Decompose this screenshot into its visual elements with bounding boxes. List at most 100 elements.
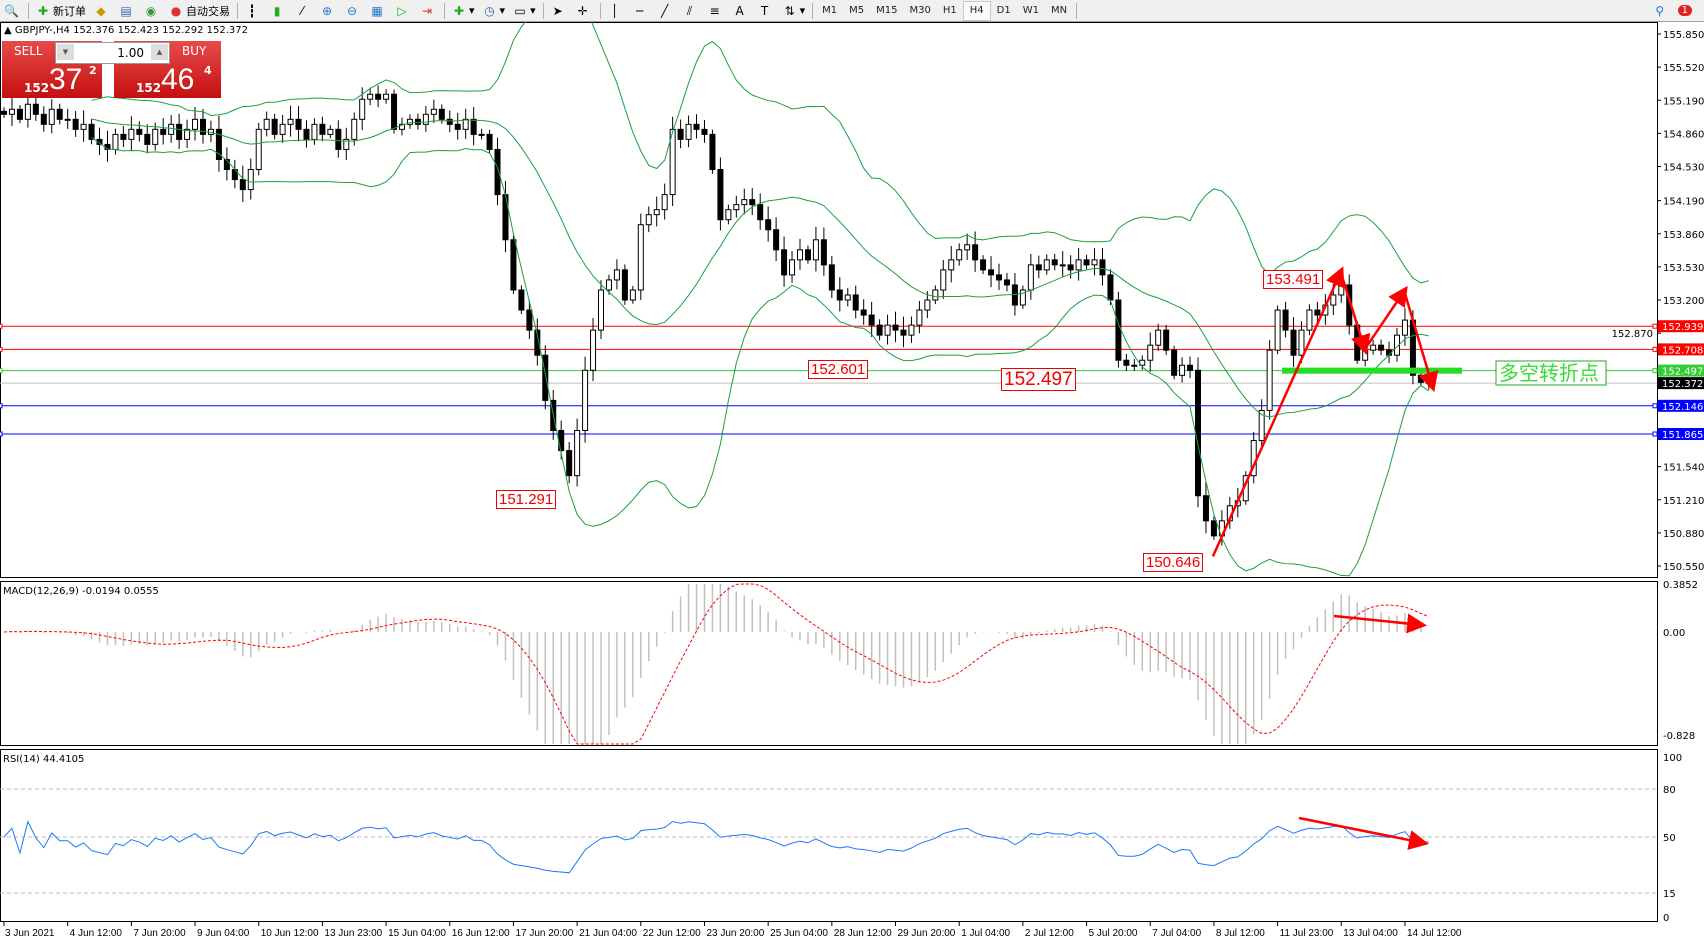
time-label: 7 Jun 20:00 xyxy=(133,928,186,937)
trendline-icon[interactable]: ╱ xyxy=(660,3,669,18)
bull-candle xyxy=(192,118,199,130)
search-icon[interactable]: ⚲ xyxy=(1655,3,1665,18)
turning-point-label: 多空转折点 xyxy=(1499,361,1599,385)
timeframe-mn[interactable]: MN xyxy=(1050,4,1068,16)
zoom-in-icon[interactable]: ⊕ xyxy=(321,3,333,18)
bull-candle xyxy=(1075,259,1082,271)
price-tick-label: 154.190 xyxy=(1663,197,1704,208)
timeframe-h1[interactable]: H1 xyxy=(942,4,957,16)
timeframe-m15[interactable]: M15 xyxy=(876,4,898,16)
price-tick-label: 154.530 xyxy=(1663,163,1704,174)
strategy-tester-icon[interactable]: ▤ xyxy=(120,3,132,18)
cursor-icon[interactable]: ➤ xyxy=(552,3,563,18)
price-label: 151.865 xyxy=(1662,430,1703,441)
autoscroll-icon[interactable]: ▷ xyxy=(397,3,407,18)
bull-candle xyxy=(1370,344,1377,351)
bear-candle xyxy=(709,133,716,171)
bear-candle xyxy=(1035,264,1042,271)
bear-candle xyxy=(534,329,541,356)
bull-candle xyxy=(1306,309,1313,331)
bull-candle xyxy=(112,133,119,150)
trend-arrow xyxy=(1402,289,1439,393)
indicators-dropdown[interactable]: ✚ ▾ xyxy=(453,3,475,18)
timeframe-h4[interactable]: H4 xyxy=(962,0,991,21)
bear-candle xyxy=(1282,309,1289,331)
equidistant-channel-icon[interactable]: ⫽ xyxy=(686,3,693,18)
bear-candle xyxy=(518,289,525,311)
chart-area[interactable]: 155.850 155.520 155.190 154.860 154.530 154.1… xyxy=(0,22,1704,937)
bear-candle xyxy=(1107,274,1114,301)
line-chart-icon[interactable]: ⁄ xyxy=(300,3,303,18)
price-annotation[interactable]: 153.491 xyxy=(1263,270,1324,289)
timeframe-m1[interactable]: M1 xyxy=(822,4,838,16)
bear-candle xyxy=(144,133,151,145)
bear-candle xyxy=(239,179,246,191)
bear-candle xyxy=(566,450,573,477)
bear-candle xyxy=(820,239,827,266)
rsi-line xyxy=(3,820,1429,874)
zoom-out-icon[interactable]: ⊖ xyxy=(346,3,358,18)
bear-candle xyxy=(868,314,875,326)
fibonacci-icon[interactable]: ≡ xyxy=(709,3,720,18)
timeframe-m5[interactable]: M5 xyxy=(849,4,865,16)
rsi-label: RSI(14) 44.4105 xyxy=(3,754,84,765)
price-tick-label: 155.190 xyxy=(1663,96,1704,107)
bear-candle xyxy=(1123,359,1130,366)
price-annotation[interactable]: 152.497 xyxy=(1001,368,1076,391)
bear-candle xyxy=(1,110,7,115)
timeframe-d1[interactable]: D1 xyxy=(996,4,1011,16)
templates-dropdown[interactable]: ▭ ▾ xyxy=(514,3,536,18)
bull-candle xyxy=(255,128,262,171)
bull-candle xyxy=(1179,364,1186,376)
candlestick-chart-icon[interactable]: ▮ xyxy=(273,3,281,18)
bear-candle xyxy=(852,294,859,311)
price-tick-label: 150.550 xyxy=(1663,562,1704,573)
trend-arrow xyxy=(1339,270,1371,355)
bar-chart-icon[interactable]: ┇ xyxy=(248,3,256,18)
bull-candle xyxy=(1147,344,1154,361)
bull-candle xyxy=(343,138,350,150)
bear-candle xyxy=(136,128,143,135)
time-label: 4 Jun 12:00 xyxy=(70,928,123,937)
price-annotation[interactable]: 151.291 xyxy=(496,490,557,509)
toolbar: 🔍 ✚ 新订单 ◆ ▤ ◉ ● 自动交易 ┇ ▮ ⁄ ⊕ ⊖ ▦ ▷ ⇥ ✚ ▾ ◷ ▾… xyxy=(0,0,1704,22)
line-handle xyxy=(0,346,3,352)
bull-candle xyxy=(1027,264,1034,291)
text-icon[interactable]: A xyxy=(735,3,744,18)
bull-candle xyxy=(733,204,740,211)
chart-shift-icon[interactable]: ⇥ xyxy=(421,3,433,18)
arrows-dropdown[interactable]: ⇅ ▾ xyxy=(784,3,806,18)
signals-icon[interactable]: ◉ xyxy=(145,3,157,18)
lot-size-input[interactable]: ▼ 1.00 ▲ xyxy=(55,42,170,64)
notifications-button[interactable]: 1 xyxy=(1674,1,1696,21)
lot-increase-button[interactable]: ▲ xyxy=(151,44,168,60)
rsi-tick-label: 50 xyxy=(1663,833,1676,844)
price-annotation[interactable]: 152.601 xyxy=(808,360,869,379)
line-handle xyxy=(1652,368,1658,374)
bull-candle xyxy=(1043,259,1050,271)
plus-icon: ✚ xyxy=(37,3,49,18)
lot-decrease-button[interactable]: ▼ xyxy=(57,44,74,60)
new-order-button[interactable]: ✚ 新订单 xyxy=(37,3,86,18)
bull-candle xyxy=(359,98,366,120)
timeframe-m30[interactable]: M30 xyxy=(909,4,931,16)
periods-dropdown[interactable]: ◷ ▾ xyxy=(484,3,506,18)
time-label: 28 Jun 12:00 xyxy=(834,928,892,937)
crosshair-icon[interactable]: ✛ xyxy=(577,3,588,18)
main-chart-frame xyxy=(0,22,1658,578)
text-label-icon[interactable]: T xyxy=(760,3,769,18)
search-chart-icon[interactable]: 🔍 xyxy=(4,3,19,18)
tile-windows-icon[interactable]: ▦ xyxy=(371,3,383,18)
timeframe-w1[interactable]: W1 xyxy=(1022,4,1039,16)
metaeditor-icon[interactable]: ◆ xyxy=(96,3,106,18)
bear-candle xyxy=(494,148,501,196)
time-label: 1 Jul 04:00 xyxy=(961,928,1010,937)
price-label: 152.146 xyxy=(1662,402,1703,413)
auto-trading-button[interactable]: ● 自动交易 xyxy=(170,3,230,18)
time-label: 29 Jun 20:00 xyxy=(898,928,956,937)
vertical-line-icon[interactable]: │ xyxy=(610,3,619,18)
price-annotation[interactable]: 150.646 xyxy=(1143,553,1204,572)
line-handle xyxy=(1652,346,1658,352)
horizontal-line-icon[interactable]: ─ xyxy=(635,3,644,18)
bull-candle xyxy=(1059,264,1066,267)
